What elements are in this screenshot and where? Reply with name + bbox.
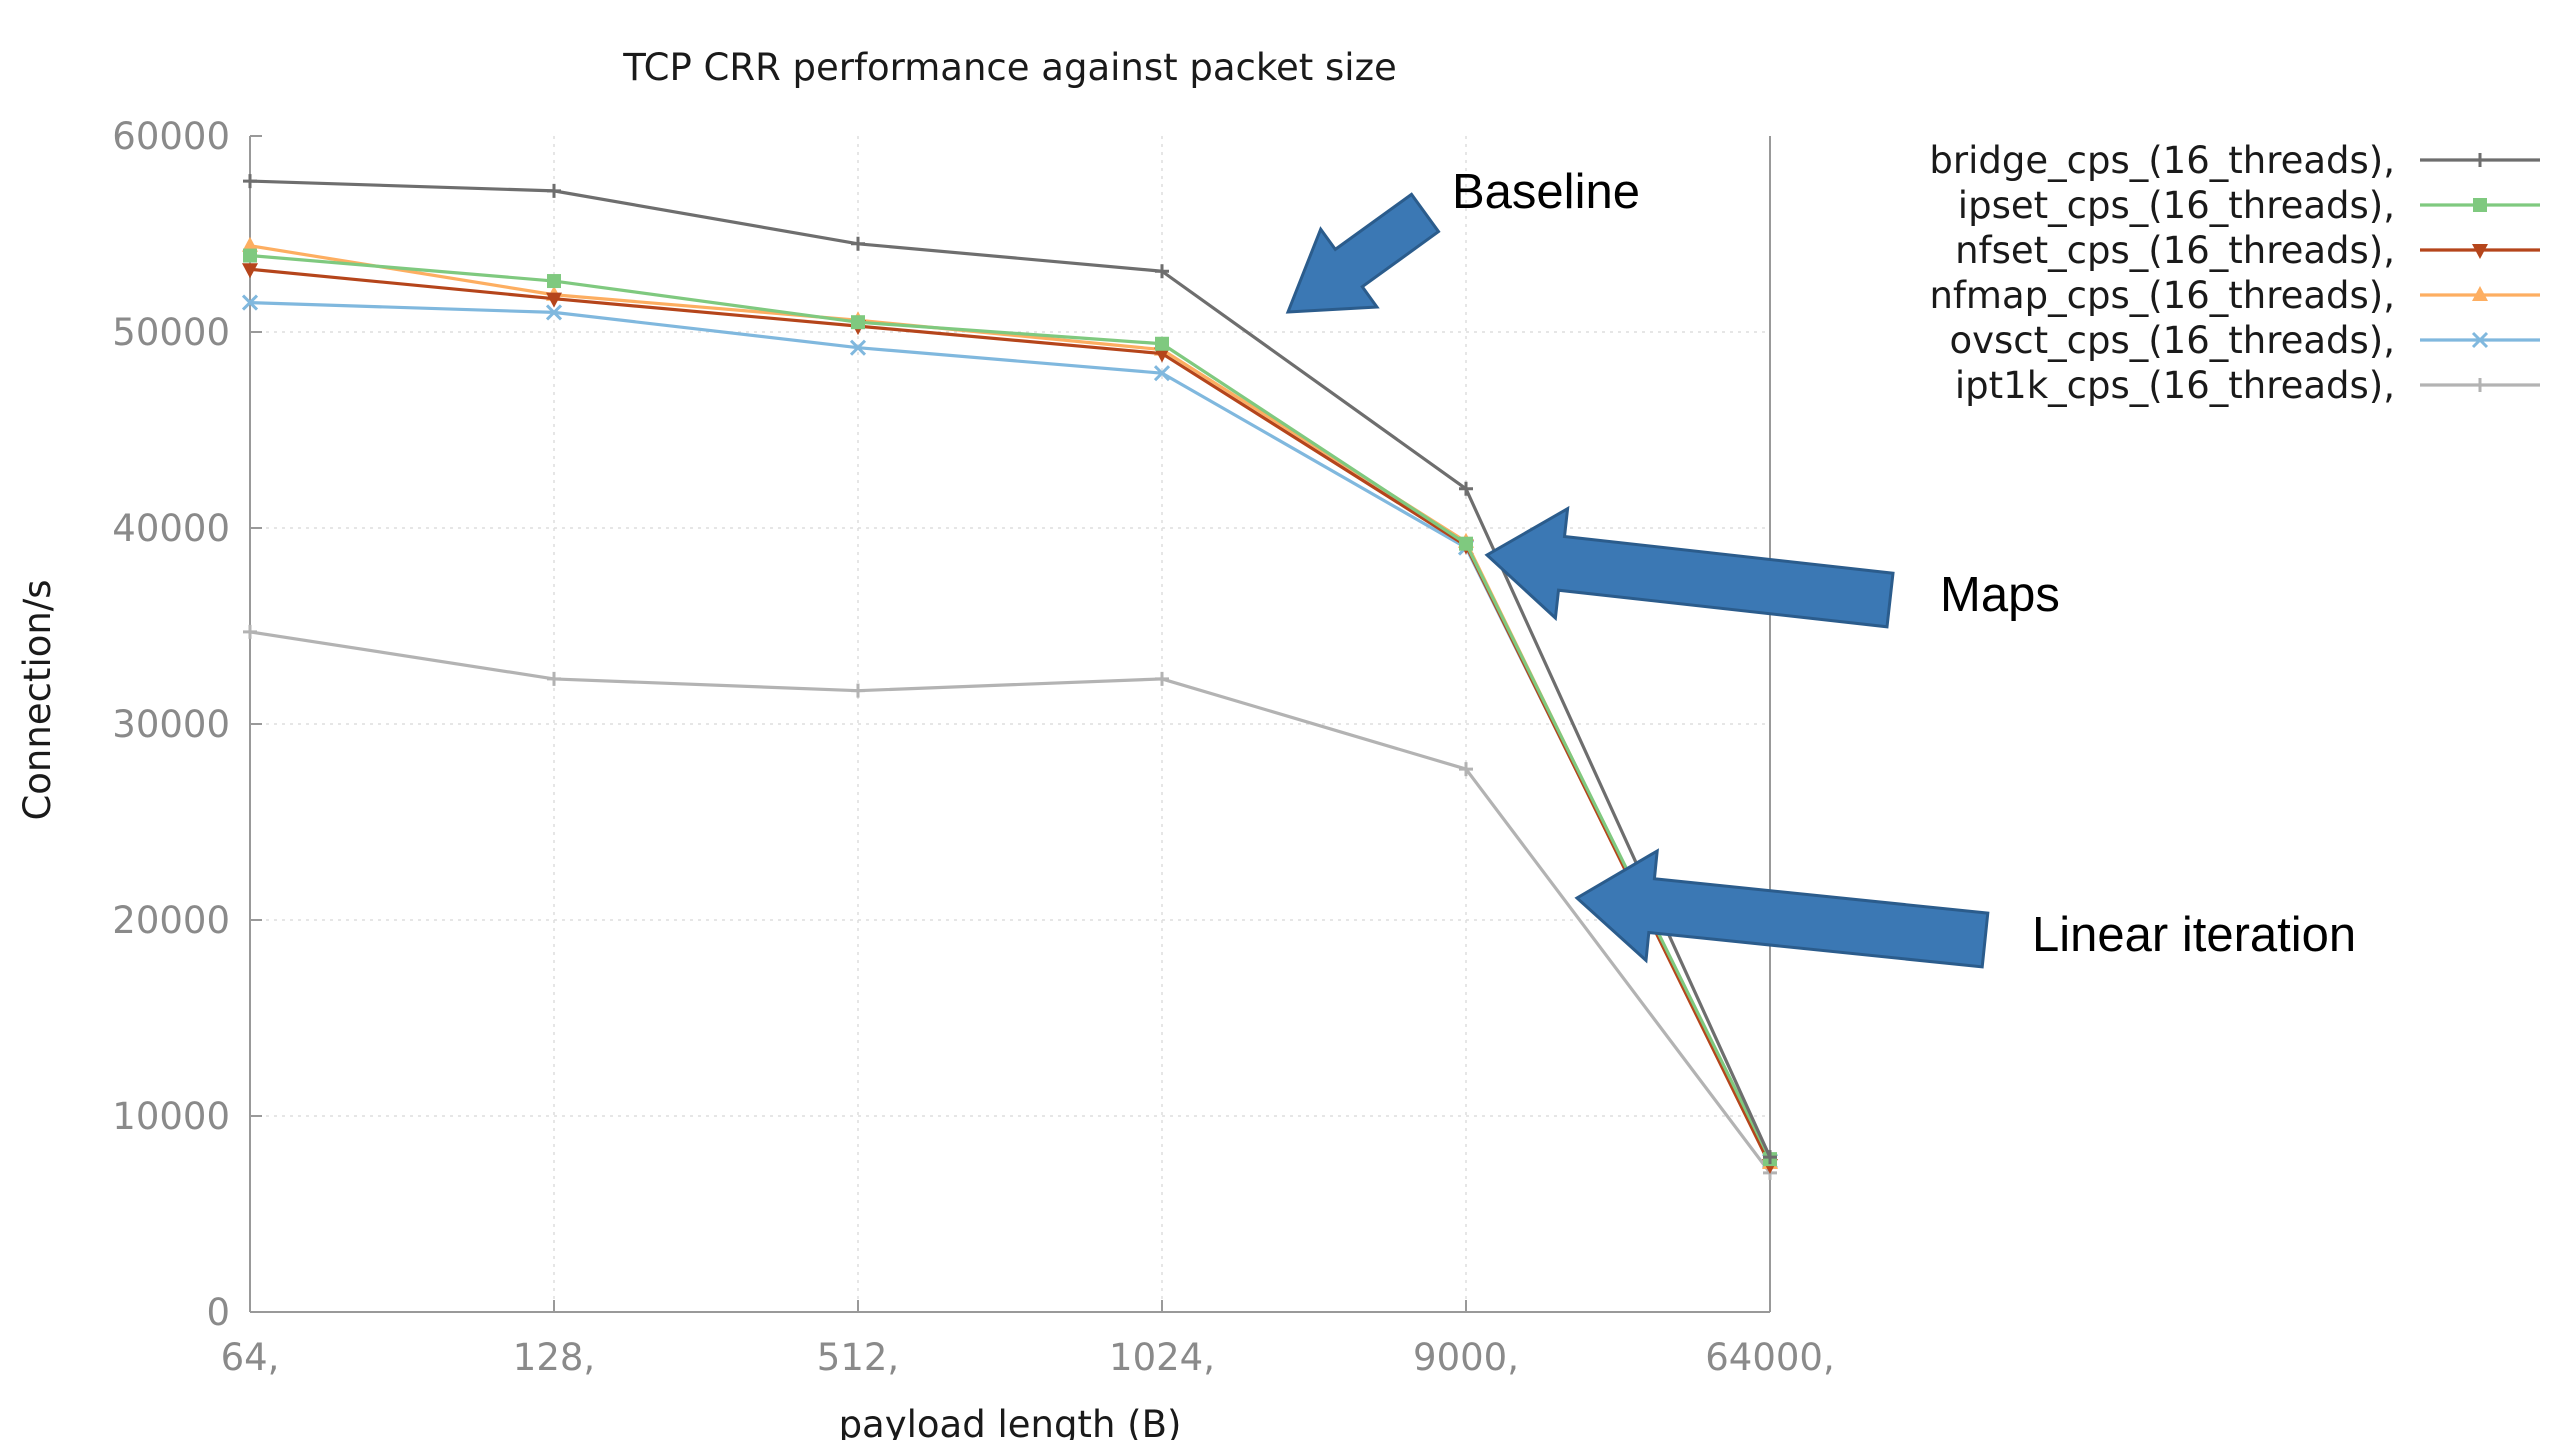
data-point <box>243 624 257 639</box>
data-point <box>851 236 865 251</box>
x-tick-label: 9000, <box>1413 1336 1519 1379</box>
data-point <box>851 683 865 698</box>
data-point <box>1153 365 1171 382</box>
data-point <box>1459 762 1473 777</box>
annotation-linear-iteration: Linear iteration <box>2032 908 2356 962</box>
data-point <box>1155 336 1169 351</box>
linear-iteration-arrow <box>1574 848 1990 969</box>
y-axis-label: Connection/s <box>16 579 59 820</box>
y-tick-label: 40000 <box>112 507 230 550</box>
legend: bridge_cps_(16_threads),ipset_cps_(16_th… <box>1929 139 2540 407</box>
maps-arrow <box>1484 505 1895 629</box>
x-tick-label: 512, <box>817 1336 899 1379</box>
legend-marker <box>2472 244 2488 259</box>
y-tick-label: 10000 <box>112 1095 230 1138</box>
y-tick-label: 60000 <box>112 115 230 158</box>
data-point <box>545 304 563 321</box>
x-tick-label: 64, <box>221 1336 280 1379</box>
x-tick-label: 1024, <box>1109 1336 1215 1379</box>
data-point <box>546 292 562 308</box>
series-line-ipset-cps-16-threads <box>249 253 1772 1160</box>
data-point <box>1154 347 1170 363</box>
y-tick-label: 0 <box>206 1291 230 1334</box>
baseline-arrow <box>1285 192 1441 314</box>
legend-label: ipset_cps_(16_threads), <box>1958 184 2395 227</box>
annotation-layer: Baseline Maps Linear iteration <box>1285 165 2356 969</box>
series-line-bridge-cps-16-threads <box>249 179 1772 1158</box>
x-tick-label: 64000, <box>1705 1336 1834 1379</box>
legend-marker <box>2473 153 2487 167</box>
data-point <box>243 174 257 189</box>
legend-marker <box>2473 198 2487 212</box>
legend-marker <box>2471 331 2489 349</box>
legend-label: nfset_cps_(16_threads), <box>1955 229 2395 272</box>
annotation-maps: Maps <box>1940 568 2060 622</box>
y-tick-label: 50000 <box>112 311 230 354</box>
data-point <box>547 274 561 289</box>
x-axis-label: payload length (B) <box>839 1403 1182 1440</box>
data-point <box>547 183 561 198</box>
series-layer <box>241 174 1779 1180</box>
legend-label: bridge_cps_(16_threads), <box>1929 139 2395 182</box>
chart-title: TCP CRR performance against packet size <box>622 46 1397 89</box>
data-point <box>1763 1150 1777 1165</box>
data-point <box>1459 536 1473 551</box>
data-point <box>242 236 258 252</box>
legend-label: ipt1k_cps_(16_threads), <box>1955 364 2395 407</box>
data-point <box>849 339 867 356</box>
data-point <box>241 294 259 311</box>
annotation-baseline: Baseline <box>1452 165 1640 219</box>
data-point <box>1155 671 1169 686</box>
legend-label: nfmap_cps_(16_threads), <box>1929 274 2395 317</box>
x-tick-label: 128, <box>513 1336 595 1379</box>
axes-layer: 0 10000 20000 30000 40000 50000 60000 64, 128, 51… <box>112 115 1834 1379</box>
y-tick-label: 30000 <box>112 703 230 746</box>
legend-label: ovsct_cps_(16_threads), <box>1949 319 2395 362</box>
legend-marker <box>2473 378 2487 392</box>
data-point <box>1459 481 1473 496</box>
y-tick-label: 20000 <box>112 899 230 942</box>
data-point <box>243 248 257 263</box>
data-point <box>242 263 258 279</box>
data-point <box>851 315 865 330</box>
data-point <box>1155 264 1169 279</box>
legend-marker <box>2472 286 2488 301</box>
series-line-ipt1k-cps-16-threads <box>249 630 1772 1174</box>
data-point <box>547 671 561 686</box>
